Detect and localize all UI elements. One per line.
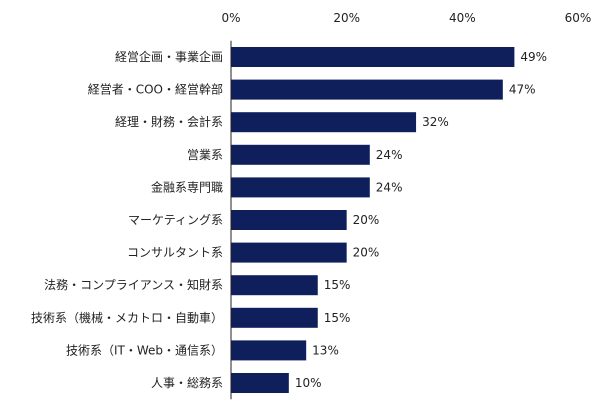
bar [231,47,515,67]
category-label: 技術系（IT・Web・通信系） [66,343,223,357]
x-tick-label: 40% [449,11,476,25]
data-label: 20% [353,213,380,227]
category-label: マーケティング系 [128,213,223,227]
x-axis-ticks: 0% 20% 40% 60% [221,11,591,25]
category-label: 法務・コンプライアンス・知財系 [44,277,223,292]
bar [231,177,370,198]
category-label: 経理・財務・会計系 [115,114,223,129]
value-labels: 49% 47% 32% 24% 24% 20% 20% 15% 15% 13% 10% [295,50,547,390]
bar [231,242,347,263]
data-label: 13% [312,343,339,357]
category-label: 人事・総務系 [151,376,223,390]
bars [231,47,515,393]
bar [231,210,347,230]
x-tick-label: 60% [565,11,592,25]
bar [231,79,503,100]
data-label: 49% [520,50,547,64]
data-label: 15% [324,311,351,325]
x-tick-label: 0% [221,11,240,25]
bar [231,144,370,165]
bar [231,275,318,296]
data-label: 32% [422,115,449,129]
data-label: 10% [295,376,322,390]
category-label: 技術系（機械・メカトロ・自動車） [31,310,223,325]
data-label: 24% [376,180,403,194]
bar [231,373,289,393]
data-label: 24% [376,148,403,162]
bar [231,112,417,133]
category-labels: 経営企画・事業企画経営者・COO・経営幹部経理・財務・会計系営業系金融系専門職マ… [31,49,223,390]
data-label: 15% [324,278,351,292]
category-label: 営業系 [187,148,223,162]
category-label: コンサルタント系 [127,246,223,260]
category-label: 経営企画・事業企画 [115,49,223,64]
data-label: 47% [509,83,536,97]
category-label: 経営者・COO・経営幹部 [88,82,223,97]
category-label: 金融系専門職 [151,179,223,194]
bar [231,307,318,328]
data-label: 20% [353,246,380,260]
x-tick-label: 20% [333,11,360,25]
bar [231,340,307,361]
